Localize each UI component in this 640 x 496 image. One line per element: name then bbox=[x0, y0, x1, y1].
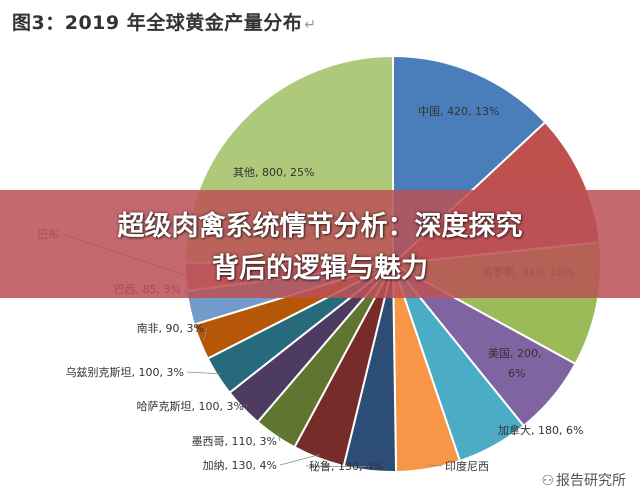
leader-line-0 bbox=[491, 429, 496, 443]
leader-line-5 bbox=[245, 404, 248, 407]
leader-line-1 bbox=[427, 464, 443, 467]
slice-label-outside-6: 乌兹别克斯坦, 100, 3% bbox=[66, 365, 184, 379]
slice-label-inside-4: 6% bbox=[508, 367, 525, 380]
slice-label-outside-4: 墨西哥, 110, 3% bbox=[192, 435, 277, 448]
slice-label-inside-1: 其他, 800, 25% bbox=[233, 166, 314, 179]
slice-label-outside-1: 印度尼西 bbox=[445, 459, 489, 473]
wechat-icon: ⚇ bbox=[541, 473, 554, 489]
slice-label-outside-0: 加拿大, 180, 6% bbox=[498, 423, 583, 437]
leader-line-2 bbox=[305, 465, 371, 468]
pie-labels: 中国, 420, 13%其他, 800, 25%俄罗斯, 310, 10%美国,… bbox=[37, 105, 583, 473]
leader-line-7 bbox=[203, 327, 208, 341]
chart-title: 图3：2019 年全球黄金产量分布 ↵ bbox=[12, 8, 316, 35]
slice-label-outside-5: 哈萨克斯坦, 100, 3% bbox=[137, 399, 244, 413]
leader-line-6 bbox=[186, 371, 222, 375]
chart-title-text: 图3：2019 年全球黄金产量分布 bbox=[12, 12, 303, 34]
leader-line-3 bbox=[279, 454, 321, 466]
overlay-title-line-2: 背后的逻辑与魅力 bbox=[212, 253, 428, 284]
slice-label-outside-2: 秘鲁, 130, 4% bbox=[309, 459, 383, 473]
leader-line-4 bbox=[277, 432, 281, 442]
slice-label-inside-3: 美国, 200, bbox=[488, 347, 542, 360]
watermark-text: 报告研究所 bbox=[556, 473, 626, 489]
slice-label-inside-0: 中国, 420, 13% bbox=[418, 105, 499, 118]
title-return-mark: ↵ bbox=[304, 17, 317, 33]
watermark: ⚇ 报告研究所 bbox=[539, 470, 628, 490]
overlay-title-line-1: 超级肉禽系统情节分析：深度探究 bbox=[117, 211, 523, 242]
slice-label-outside-3: 加纳, 130, 4% bbox=[203, 459, 277, 472]
slice-label-outside-7: 南非, 90, 3% bbox=[137, 322, 204, 335]
overlay-banner: 超级肉禽系统情节分析：深度探究 背后的逻辑与魅力 bbox=[0, 190, 640, 298]
